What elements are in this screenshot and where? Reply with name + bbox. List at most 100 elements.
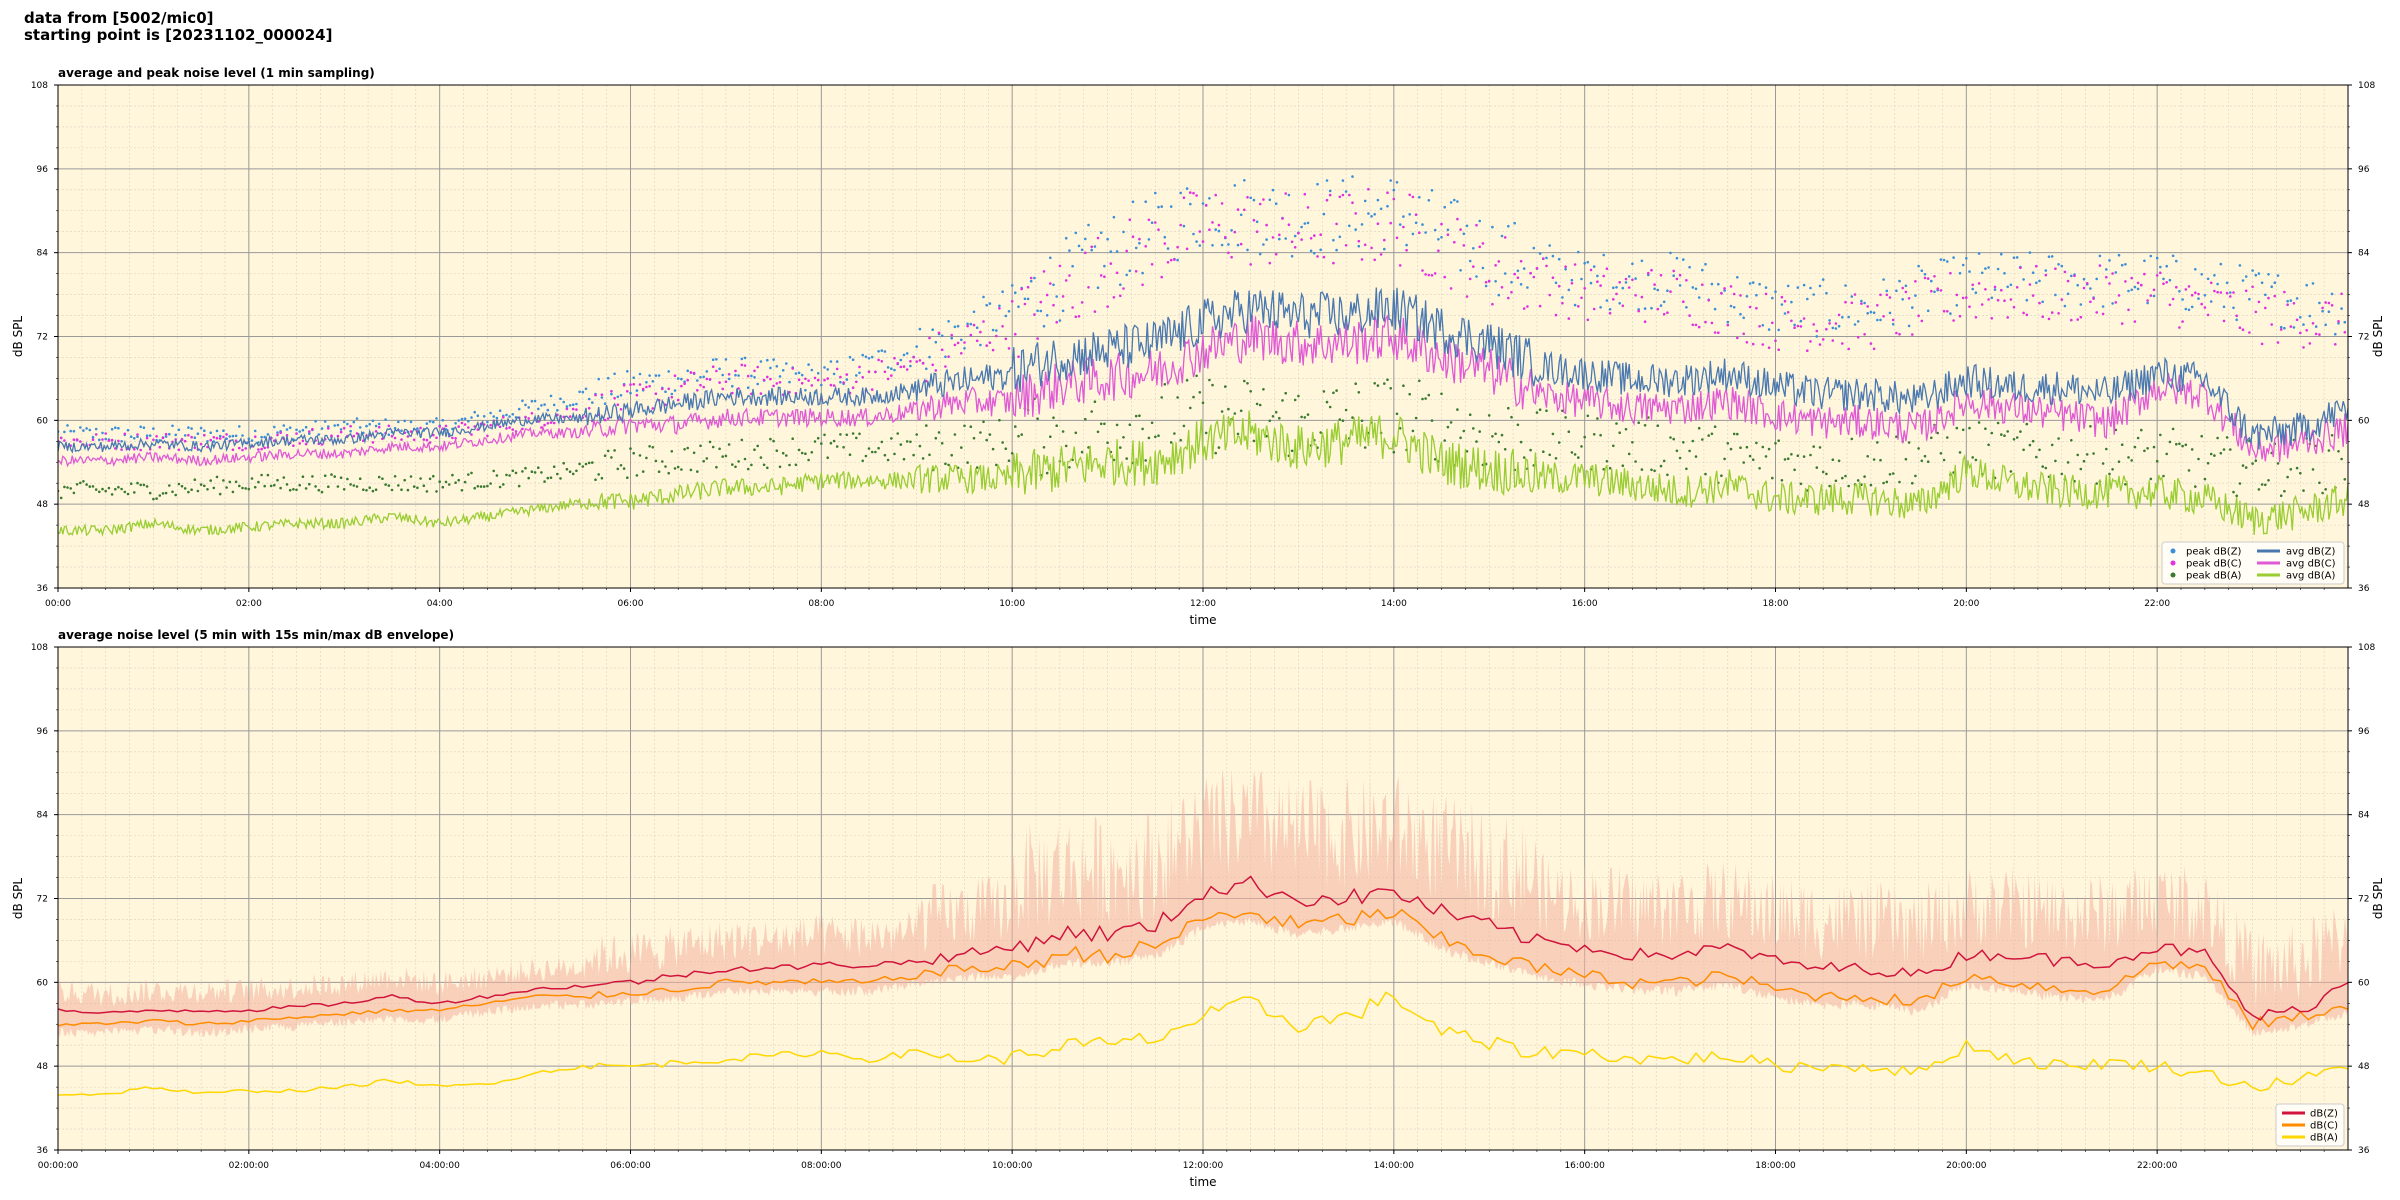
peak-point xyxy=(969,322,973,326)
peak-point xyxy=(985,438,988,442)
peak-point xyxy=(203,433,206,437)
peak-point xyxy=(1990,317,1994,320)
peak-point xyxy=(1828,322,1831,325)
peak-point xyxy=(1678,273,1682,277)
peak-point xyxy=(1510,290,1513,294)
peak-point xyxy=(2022,311,2025,315)
peak-point xyxy=(1608,311,1612,315)
peak-point xyxy=(1494,432,1497,436)
peak-point xyxy=(1802,455,1806,458)
peak-point xyxy=(1360,258,1364,261)
peak-point xyxy=(435,490,438,493)
peak-point xyxy=(1058,319,1062,322)
peak-point xyxy=(1739,312,1742,316)
peak-point xyxy=(2337,320,2340,323)
peak-point xyxy=(2089,300,2092,304)
peak-point xyxy=(1090,410,1093,413)
peak-point xyxy=(683,380,686,384)
peak-point xyxy=(1694,455,1698,458)
peak-point xyxy=(1774,339,1777,343)
peak-point xyxy=(1841,316,1844,319)
peak-point xyxy=(2197,457,2200,461)
peak-point xyxy=(314,420,317,423)
peak-point xyxy=(1920,319,1924,323)
peak-point xyxy=(1583,261,1586,265)
peak-point xyxy=(152,438,155,442)
peak-point xyxy=(1755,293,1758,297)
peak-point xyxy=(1189,202,1192,206)
peak-point xyxy=(1751,281,1755,284)
x-tick-label: 20:00 xyxy=(1953,599,1979,609)
peak-point xyxy=(1160,275,1163,279)
peak-point xyxy=(2012,256,2016,260)
peak-point xyxy=(727,443,731,446)
peak-point xyxy=(1239,409,1243,413)
peak-point xyxy=(1268,261,1272,265)
peak-point xyxy=(972,436,976,440)
peak-point xyxy=(966,461,969,464)
peak-point xyxy=(638,372,642,376)
peak-point xyxy=(1233,230,1237,234)
peak-point xyxy=(626,476,629,480)
peak-point xyxy=(1456,200,1459,203)
peak-point xyxy=(1662,459,1666,463)
peak-point xyxy=(1748,282,1752,285)
peak-point xyxy=(1933,290,1936,294)
peak-point xyxy=(855,374,858,377)
peak-point xyxy=(724,380,728,384)
peak-point xyxy=(740,438,744,442)
peak-point xyxy=(1647,271,1650,275)
peak-point xyxy=(1472,427,1475,430)
peak-point xyxy=(2327,449,2331,452)
peak-point xyxy=(2101,462,2105,465)
peak-point xyxy=(1535,267,1539,270)
peak-point xyxy=(683,448,686,451)
peak-point xyxy=(238,425,241,428)
peak-point xyxy=(1656,288,1660,292)
peak-point xyxy=(785,454,788,457)
peak-point xyxy=(1672,274,1675,278)
peak-point xyxy=(457,425,461,428)
peak-point xyxy=(597,473,600,476)
peak-point xyxy=(2206,313,2210,317)
peak-point xyxy=(594,478,597,482)
peak-point xyxy=(1519,283,1523,286)
peak-point xyxy=(2120,322,2124,325)
peak-point xyxy=(155,435,158,438)
peak-point xyxy=(1573,453,1577,456)
legend-label: dB(Z) xyxy=(2310,1109,2338,1120)
peak-point xyxy=(2267,273,2270,276)
peak-point xyxy=(59,496,63,500)
peak-point xyxy=(1255,230,1259,233)
peak-point xyxy=(79,426,82,429)
peak-point xyxy=(661,460,664,463)
peak-point xyxy=(556,472,559,476)
peak-point xyxy=(1853,323,1857,326)
peak-point xyxy=(1402,215,1405,218)
peak-point xyxy=(947,463,950,467)
peak-point xyxy=(832,439,836,443)
peak-point xyxy=(2006,316,2009,319)
peak-point xyxy=(2194,268,2197,271)
peak-point xyxy=(2209,281,2213,285)
peak-point xyxy=(1061,295,1065,298)
peak-point xyxy=(931,328,934,332)
peak-point xyxy=(975,339,979,343)
peak-point xyxy=(2311,322,2315,325)
peak-point xyxy=(1732,292,1736,296)
peak-point xyxy=(301,439,305,443)
peak-point xyxy=(2302,346,2305,349)
peak-point xyxy=(409,475,413,478)
peak-point xyxy=(1710,432,1714,436)
peak-point xyxy=(944,355,947,359)
peak-point xyxy=(2175,285,2178,289)
chart-panel-1: average and peak noise level (1 min samp… xyxy=(11,66,2385,627)
peak-point xyxy=(2038,279,2041,283)
peak-point xyxy=(2146,447,2149,450)
peak-point xyxy=(1532,275,1536,279)
peak-point xyxy=(1176,245,1179,249)
peak-point xyxy=(1885,480,1889,484)
peak-point xyxy=(2299,331,2302,335)
peak-point xyxy=(1020,287,1023,291)
peak-point xyxy=(1341,179,1345,182)
